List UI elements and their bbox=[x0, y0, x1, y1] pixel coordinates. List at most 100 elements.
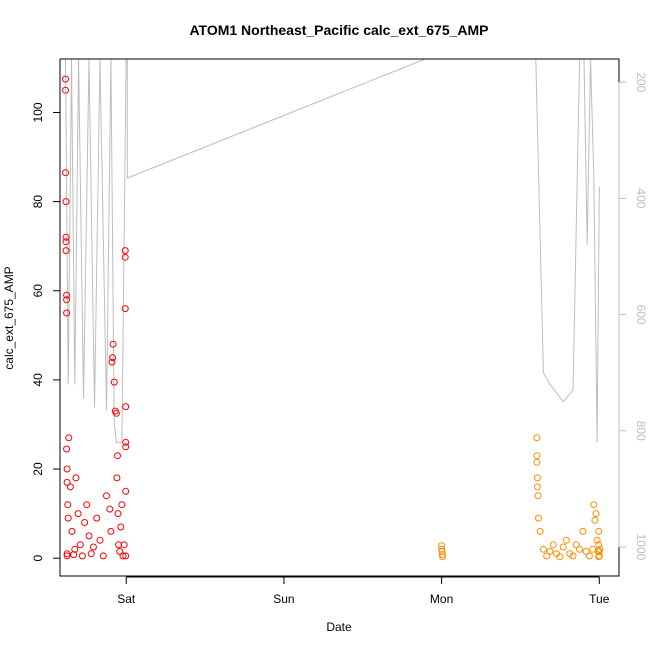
y-tick-label: 60 bbox=[31, 284, 45, 298]
data-point bbox=[81, 519, 89, 526]
data-point bbox=[76, 541, 84, 549]
data-point bbox=[117, 523, 125, 531]
data-point bbox=[114, 452, 121, 460]
y-tick-label: 40 bbox=[31, 373, 45, 387]
data-point bbox=[116, 548, 124, 555]
data-point bbox=[582, 548, 590, 555]
data-point bbox=[121, 253, 129, 261]
data-point bbox=[96, 536, 104, 544]
data-point bbox=[106, 505, 114, 513]
data-point bbox=[562, 536, 570, 544]
data-point bbox=[121, 247, 129, 255]
data-point bbox=[72, 474, 80, 482]
data-point bbox=[119, 552, 127, 560]
data-point bbox=[590, 501, 598, 509]
data-point bbox=[533, 434, 541, 442]
data-point bbox=[87, 550, 95, 558]
data-point bbox=[579, 527, 587, 535]
data-point bbox=[62, 233, 70, 241]
data-point bbox=[539, 545, 547, 553]
data-point bbox=[534, 492, 542, 500]
depth-line bbox=[65, 59, 600, 443]
data-point bbox=[595, 552, 603, 560]
data-point bbox=[122, 438, 130, 446]
data-point bbox=[78, 552, 86, 560]
data-point bbox=[63, 296, 71, 304]
data-point bbox=[114, 510, 122, 518]
depth-series bbox=[65, 59, 600, 443]
data-point bbox=[85, 532, 93, 540]
data-point bbox=[533, 458, 541, 466]
y2-tick-label: 200 bbox=[634, 72, 648, 92]
data-point bbox=[110, 378, 118, 386]
data-point bbox=[66, 483, 74, 491]
data-point bbox=[121, 305, 129, 313]
data-point bbox=[63, 309, 71, 317]
data-point bbox=[585, 552, 593, 560]
data-point bbox=[122, 552, 130, 560]
data-point bbox=[62, 169, 69, 177]
data-point bbox=[62, 75, 69, 83]
chart-title: ATOM1 Northeast_Pacific calc_ext_675_AMP bbox=[189, 22, 488, 38]
data-point bbox=[593, 536, 601, 544]
data-point bbox=[122, 403, 130, 411]
x-tick-label: Sun bbox=[273, 592, 294, 606]
data-point bbox=[120, 541, 128, 549]
x-tick-label: Mon bbox=[430, 592, 453, 606]
data-point bbox=[70, 551, 78, 559]
data-point bbox=[109, 340, 117, 348]
x-axis-label: Date bbox=[326, 620, 352, 634]
data-point bbox=[62, 198, 70, 206]
y-tick-label: 100 bbox=[31, 102, 45, 122]
data-point bbox=[63, 465, 71, 473]
data-point bbox=[533, 474, 541, 482]
y-axis-label: calc_ext_675_AMP bbox=[2, 266, 16, 369]
data-point bbox=[596, 545, 604, 553]
data-point bbox=[93, 514, 101, 522]
data-point bbox=[62, 86, 69, 94]
data-point bbox=[62, 238, 70, 246]
x-axis: Sat Sun Mon Tue bbox=[117, 576, 610, 606]
data-point bbox=[569, 552, 577, 560]
data-point bbox=[536, 527, 544, 535]
data-point bbox=[103, 492, 110, 500]
plot-frame bbox=[59, 58, 620, 577]
data-point bbox=[118, 501, 126, 509]
data-point bbox=[107, 527, 115, 535]
data-point bbox=[592, 510, 600, 518]
data-point bbox=[63, 445, 71, 453]
data-point bbox=[89, 543, 97, 551]
y2-tick-label: 400 bbox=[634, 188, 648, 208]
data-point bbox=[546, 548, 554, 555]
data-point bbox=[63, 478, 71, 486]
data-point bbox=[65, 434, 73, 442]
data-point bbox=[62, 247, 70, 255]
data-point bbox=[549, 541, 557, 549]
y2-tick-label: 600 bbox=[634, 305, 648, 325]
data-point bbox=[533, 483, 541, 491]
data-point bbox=[63, 550, 71, 558]
data-point bbox=[576, 545, 584, 553]
y-axis: 0 20 40 60 80 100 bbox=[31, 102, 61, 562]
y2-axis: 200 400 600 800 1000 bbox=[618, 72, 648, 561]
y2-tick-label: 800 bbox=[634, 421, 648, 441]
data-point bbox=[595, 541, 603, 549]
data-point bbox=[109, 354, 117, 362]
data-point bbox=[535, 514, 542, 522]
data-point bbox=[122, 443, 130, 451]
data-point bbox=[559, 543, 567, 551]
data-point bbox=[74, 510, 82, 518]
data-point bbox=[595, 527, 603, 535]
scatter-points bbox=[62, 75, 604, 561]
data-point bbox=[439, 553, 447, 561]
x-tick-label: Sat bbox=[117, 592, 136, 606]
data-point bbox=[63, 291, 71, 299]
data-point bbox=[64, 501, 72, 509]
data-point bbox=[112, 409, 120, 417]
data-point bbox=[71, 545, 79, 553]
y2-tick-label: 1000 bbox=[634, 534, 648, 561]
data-point bbox=[99, 552, 107, 560]
x-tick-label: Tue bbox=[589, 592, 610, 606]
data-point bbox=[533, 452, 541, 460]
